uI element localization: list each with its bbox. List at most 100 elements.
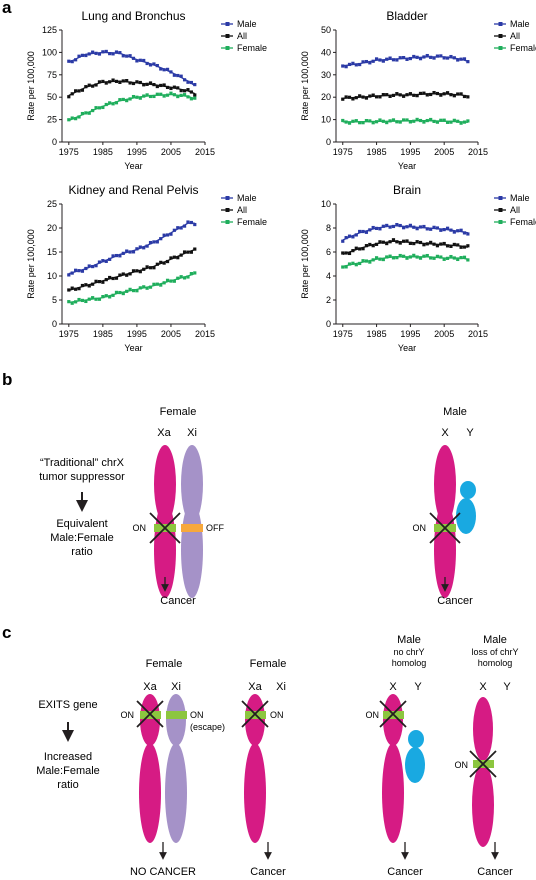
data-point (74, 300, 78, 304)
data-point (94, 297, 98, 301)
data-point (412, 93, 416, 97)
data-point (439, 93, 443, 97)
data-point (159, 83, 163, 88)
female-title: Female (146, 658, 183, 670)
x-axis-label: Year (398, 161, 416, 171)
homolog-label: homolog (392, 658, 427, 668)
data-point (412, 119, 416, 123)
data-point (94, 279, 98, 283)
data-point (77, 54, 81, 58)
data-point (358, 229, 362, 234)
legend-marker (498, 34, 503, 38)
data-point (172, 73, 176, 77)
legend-label: All (237, 31, 247, 41)
data-point (159, 283, 163, 287)
off-label: OFF (206, 523, 224, 533)
data-point (101, 50, 105, 54)
data-point (155, 63, 159, 68)
data-point (378, 118, 382, 122)
data-point (108, 275, 112, 280)
loss-chry-label: loss of chrY (471, 647, 518, 657)
data-point (371, 59, 375, 63)
data-point (162, 281, 166, 285)
data-point (432, 242, 436, 246)
data-point (435, 120, 440, 124)
series-fit-line (68, 93, 196, 122)
data-point (128, 287, 132, 291)
data-point (385, 93, 389, 97)
data-point (412, 241, 416, 246)
data-point (155, 262, 159, 266)
data-point (425, 53, 429, 58)
data-point (422, 254, 426, 258)
male-female-label: Male:Female (50, 532, 114, 544)
data-point (91, 108, 95, 113)
data-point (118, 273, 122, 277)
cancer-label: Cancer (250, 866, 286, 878)
legend-label: All (237, 205, 247, 215)
data-point (429, 227, 433, 231)
data-point (418, 118, 423, 123)
data-point (87, 52, 91, 56)
data-point (391, 238, 396, 242)
legend-label: Male (237, 193, 257, 203)
data-point (179, 275, 183, 279)
data-point (445, 56, 450, 60)
data-point (118, 254, 122, 258)
data-point (169, 91, 173, 95)
data-point (371, 93, 375, 97)
data-point (67, 95, 71, 99)
data-point (358, 94, 362, 98)
data-point (418, 91, 423, 96)
x-chromosome (472, 697, 494, 847)
data-point (189, 272, 193, 276)
data-point (398, 93, 402, 97)
data-point (101, 105, 105, 110)
x-tick-label: 2005 (434, 329, 454, 339)
data-point (138, 270, 142, 274)
data-point (442, 241, 446, 246)
data-point (159, 260, 163, 264)
data-point (371, 258, 375, 262)
data-point (347, 121, 352, 125)
data-point (361, 229, 365, 234)
data-point (155, 282, 159, 286)
data-point (402, 56, 406, 60)
data-point (70, 286, 74, 290)
data-point (70, 271, 74, 275)
legend-label: Male (237, 19, 257, 29)
chart-title: Bladder (386, 9, 427, 23)
data-point (381, 240, 385, 244)
data-point (70, 301, 74, 305)
data-point (378, 227, 382, 231)
data-point (425, 118, 429, 123)
data-point (148, 266, 153, 270)
data-point (435, 254, 440, 258)
data-point (391, 224, 396, 229)
data-point (364, 118, 369, 123)
data-point (131, 288, 136, 293)
data-point (378, 257, 382, 261)
xi-chromosome (165, 694, 187, 843)
data-point (162, 94, 166, 98)
data-point (378, 240, 382, 244)
male-female-label: Male:Female (36, 765, 100, 777)
data-point (341, 64, 345, 68)
data-point (435, 226, 440, 230)
data-point (152, 266, 156, 270)
legend-label: Female (510, 217, 536, 227)
data-point (108, 101, 112, 105)
data-point (368, 242, 372, 247)
xi-chromosome (181, 445, 203, 598)
data-point (84, 266, 88, 271)
data-point (374, 120, 379, 124)
data-point (108, 257, 112, 261)
xa-label: Xa (157, 427, 171, 439)
data-point (152, 62, 156, 66)
data-point (114, 253, 119, 258)
data-point (176, 256, 180, 260)
off-band (181, 524, 203, 532)
data-point (462, 245, 467, 249)
data-point (94, 83, 98, 87)
data-point (395, 58, 399, 62)
